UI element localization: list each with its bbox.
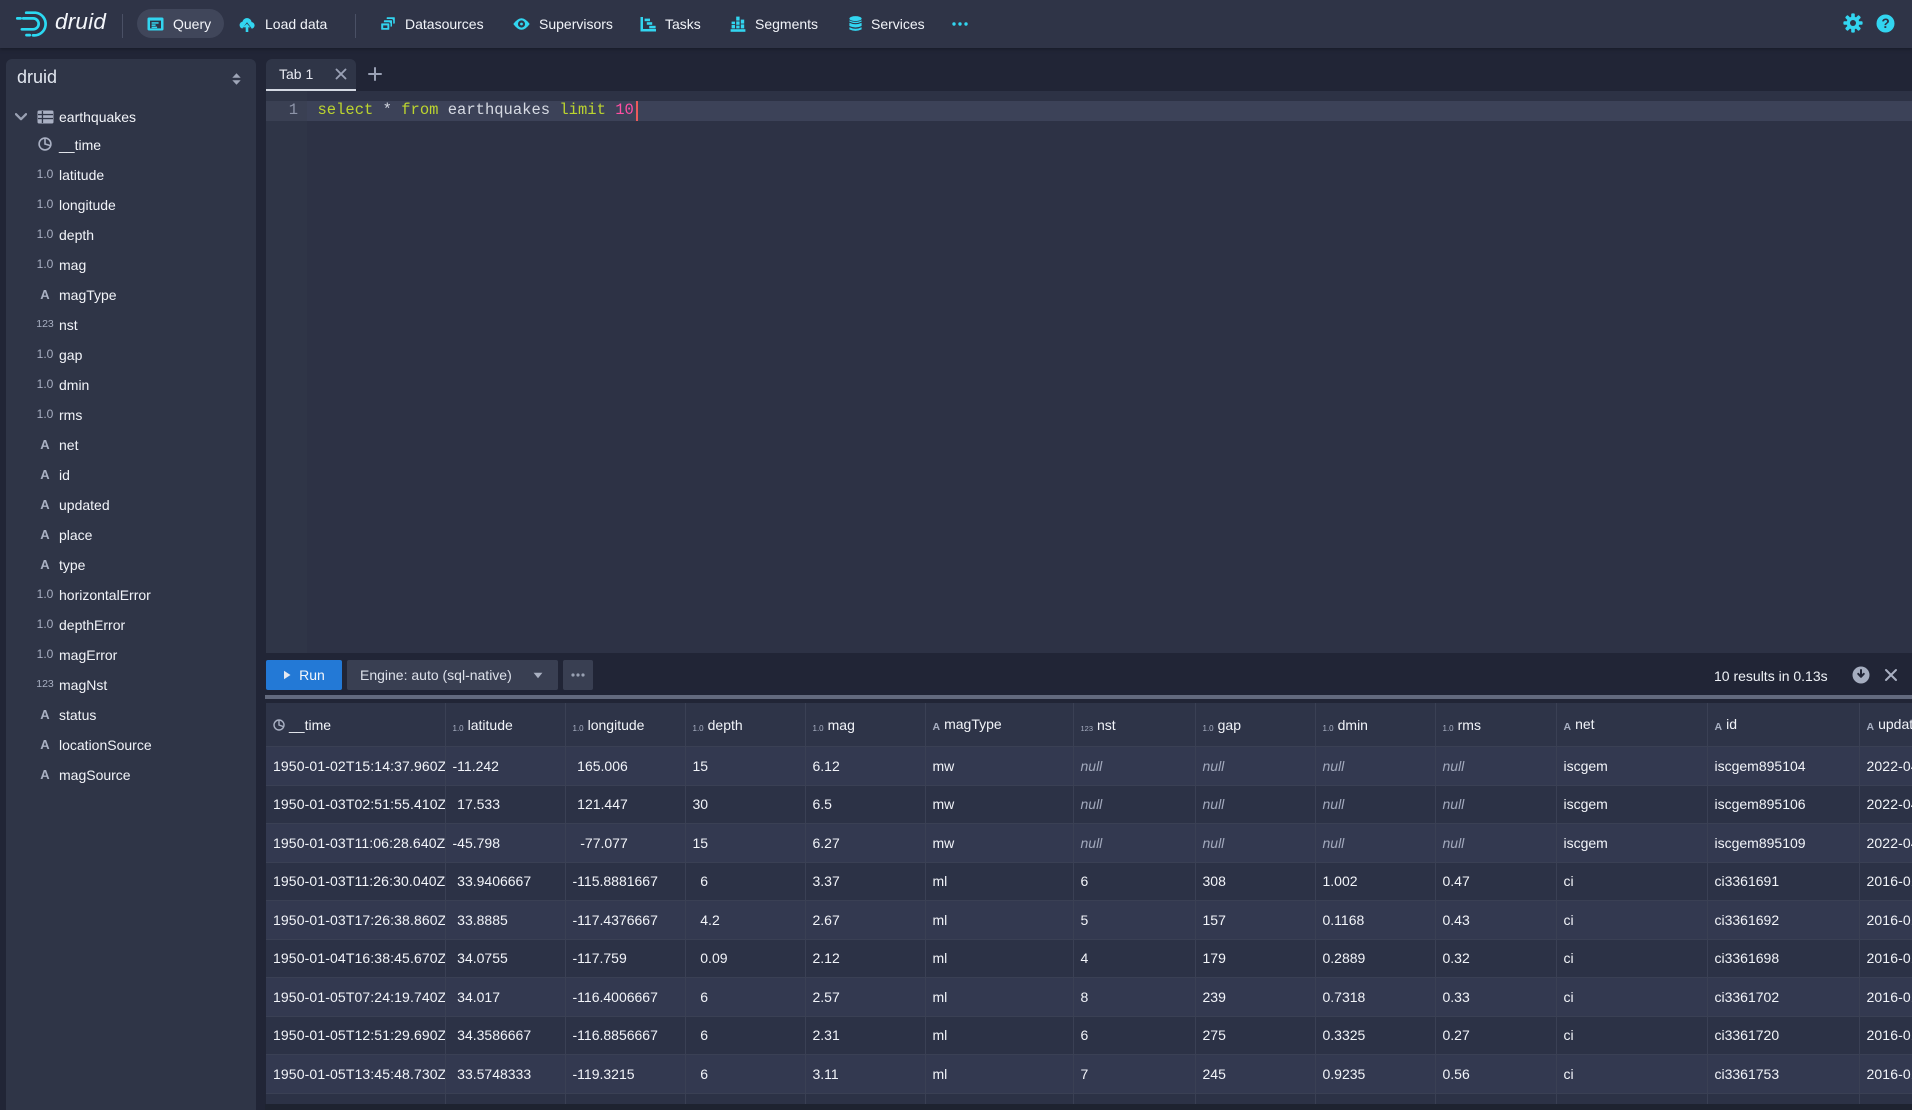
svg-text:?: ? [1881,16,1889,31]
